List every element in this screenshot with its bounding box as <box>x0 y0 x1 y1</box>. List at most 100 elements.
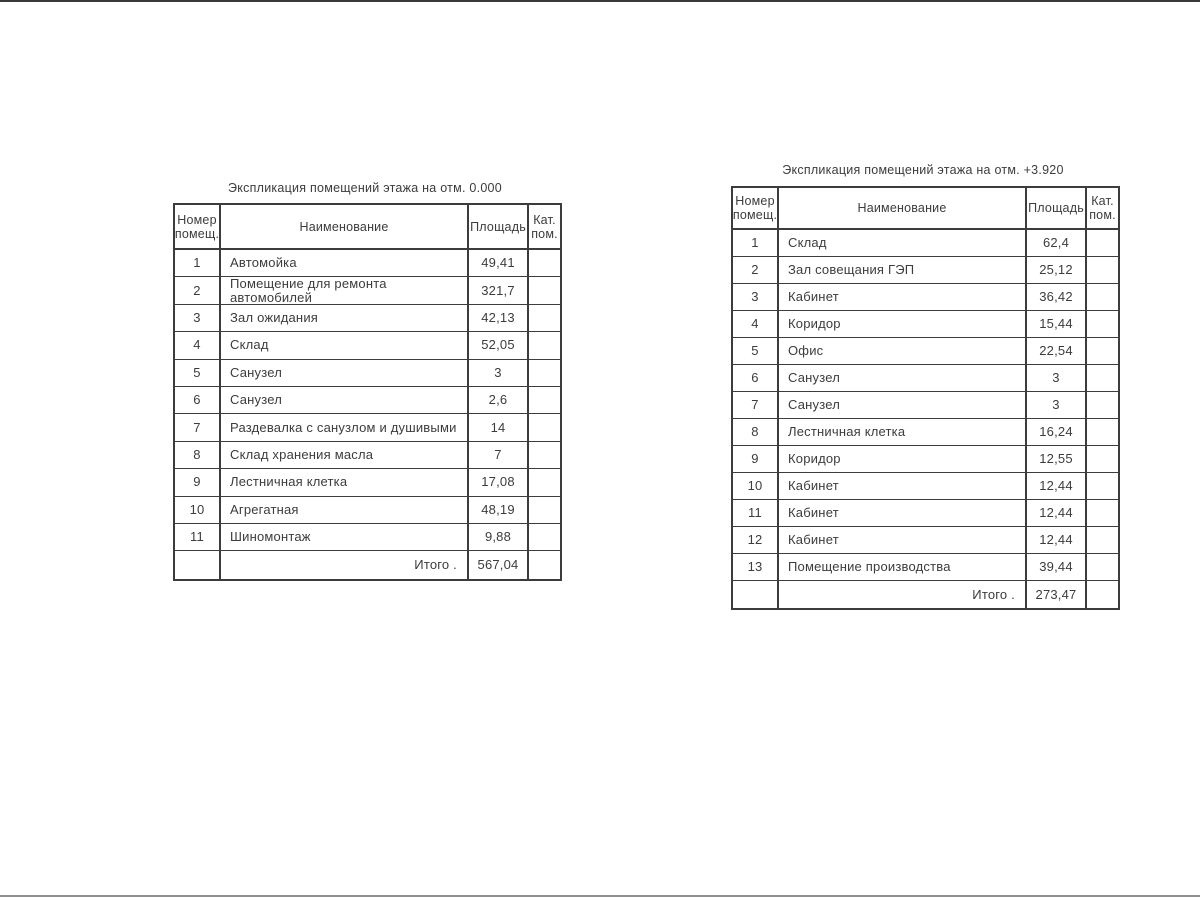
room-area-cell: 12,55 <box>1027 446 1087 473</box>
room-area-cell: 22,54 <box>1027 338 1087 365</box>
room-name-cell: Лестничная клетка <box>779 419 1027 446</box>
room-category-cell <box>529 469 560 497</box>
room-category-cell <box>529 360 560 387</box>
room-number-cell: 10 <box>733 473 779 500</box>
room-category-cell <box>529 497 560 524</box>
room-area-cell: 7 <box>469 441 529 470</box>
page-top-border <box>0 0 1200 2</box>
room-name-cell: Кабинет <box>779 500 1027 527</box>
explication-table-floor-0000: Номер помещ. Наименование Площадь Кат. пом.… <box>173 203 562 581</box>
total-category-cell <box>529 551 560 578</box>
room-area-cell: 48,19 <box>469 496 529 524</box>
room-number-cell: 4 <box>175 332 221 360</box>
room-number-cell: 9 <box>175 469 221 497</box>
room-number-cell: 7 <box>733 392 779 419</box>
room-category-cell <box>529 387 560 415</box>
room-area-cell: 52,05 <box>469 332 529 360</box>
room-area-cell: 39,44 <box>1027 554 1087 581</box>
room-area-cell: 36,42 <box>1027 284 1087 311</box>
room-name-cell: Помещение производства <box>779 554 1027 581</box>
room-area-cell: 2,6 <box>469 386 529 415</box>
room-number-cell: 8 <box>733 419 779 446</box>
header-room-area: Площадь <box>1027 188 1087 230</box>
room-name-cell: Раздевалка с санузлом и душивыми <box>221 414 469 442</box>
room-number-cell: 8 <box>175 441 221 470</box>
room-area-cell: 12,44 <box>1027 500 1087 527</box>
room-area-cell: 9,88 <box>469 523 529 552</box>
room-category-cell <box>1087 473 1118 500</box>
room-name-cell: Зал совещания ГЭП <box>779 257 1027 284</box>
total-empty-cell <box>733 581 779 608</box>
room-name-cell: Шиномонтаж <box>221 523 469 552</box>
room-category-cell <box>529 250 560 278</box>
room-area-cell: 49,41 <box>469 250 529 278</box>
room-number-cell: 11 <box>175 523 221 552</box>
room-name-cell: Кабинет <box>779 527 1027 554</box>
room-name-cell: Санузел <box>779 365 1027 392</box>
explication-table-floor-3920: Номер помещ. Наименование Площадь Кат. пом.… <box>731 186 1120 610</box>
room-category-cell <box>529 414 560 442</box>
explication-title-floor-3920: Экспликация помещений этажа на отм. +3.9… <box>782 163 1064 177</box>
total-category-cell <box>1087 581 1118 608</box>
room-number-cell: 4 <box>733 311 779 338</box>
room-number-cell: 10 <box>175 496 221 524</box>
header-room-area: Площадь <box>469 205 529 250</box>
room-area-cell: 321,7 <box>469 277 529 305</box>
room-category-cell <box>1087 257 1118 284</box>
room-name-cell: Кабинет <box>779 284 1027 311</box>
room-name-cell: Агрегатная <box>221 496 469 524</box>
room-number-cell: 12 <box>733 527 779 554</box>
room-name-cell: Санузел <box>779 392 1027 419</box>
header-room-number: Номер помещ. <box>733 188 779 230</box>
room-number-cell: 3 <box>175 304 221 333</box>
room-category-cell <box>1087 554 1118 581</box>
room-area-cell: 14 <box>469 414 529 442</box>
room-name-cell: Лестничная клетка <box>221 469 469 497</box>
room-area-cell: 12,44 <box>1027 473 1087 500</box>
room-area-cell: 25,12 <box>1027 257 1087 284</box>
room-category-cell <box>1087 527 1118 554</box>
room-number-cell: 6 <box>175 386 221 415</box>
room-category-cell <box>1087 446 1118 473</box>
room-number-cell: 2 <box>733 257 779 284</box>
header-room-category: Кат. пом. <box>529 205 560 250</box>
room-name-cell: Коридор <box>779 446 1027 473</box>
room-category-cell <box>529 277 560 305</box>
total-label-cell: Итого . <box>779 581 1027 608</box>
room-name-cell: Коридор <box>779 311 1027 338</box>
room-area-cell: 17,08 <box>469 469 529 497</box>
room-category-cell <box>1087 365 1118 392</box>
room-name-cell: Кабинет <box>779 473 1027 500</box>
header-room-number: Номер помещ. <box>175 205 221 250</box>
room-name-cell: Офис <box>779 338 1027 365</box>
total-empty-cell <box>175 551 221 579</box>
room-number-cell: 1 <box>175 250 221 278</box>
room-number-cell: 13 <box>733 554 779 581</box>
header-room-name: Наименование <box>221 205 469 250</box>
room-area-cell: 12,44 <box>1027 527 1087 554</box>
page-bottom-border <box>0 895 1200 897</box>
room-category-cell <box>1087 284 1118 311</box>
room-area-cell: 3 <box>469 359 529 387</box>
room-number-cell: 2 <box>175 277 221 305</box>
total-value-cell: 273,47 <box>1027 581 1087 608</box>
room-number-cell: 7 <box>175 414 221 442</box>
room-name-cell: Склад <box>779 230 1027 257</box>
room-area-cell: 16,24 <box>1027 419 1087 446</box>
room-category-cell <box>529 524 560 552</box>
room-number-cell: 11 <box>733 500 779 527</box>
room-category-cell <box>529 305 560 333</box>
room-category-cell <box>1087 338 1118 365</box>
room-number-cell: 5 <box>175 359 221 387</box>
room-name-cell: Помещение для ремонта автомобилей <box>221 277 469 305</box>
total-value-cell: 567,04 <box>469 551 529 579</box>
room-name-cell: Санузел <box>221 359 469 387</box>
room-area-cell: 62,4 <box>1027 230 1087 257</box>
header-room-category: Кат. пом. <box>1087 188 1118 230</box>
room-number-cell: 9 <box>733 446 779 473</box>
room-number-cell: 3 <box>733 284 779 311</box>
room-name-cell: Автомойка <box>221 250 469 278</box>
room-area-cell: 3 <box>1027 392 1087 419</box>
total-label-cell: Итого . <box>221 551 469 579</box>
room-number-cell: 5 <box>733 338 779 365</box>
